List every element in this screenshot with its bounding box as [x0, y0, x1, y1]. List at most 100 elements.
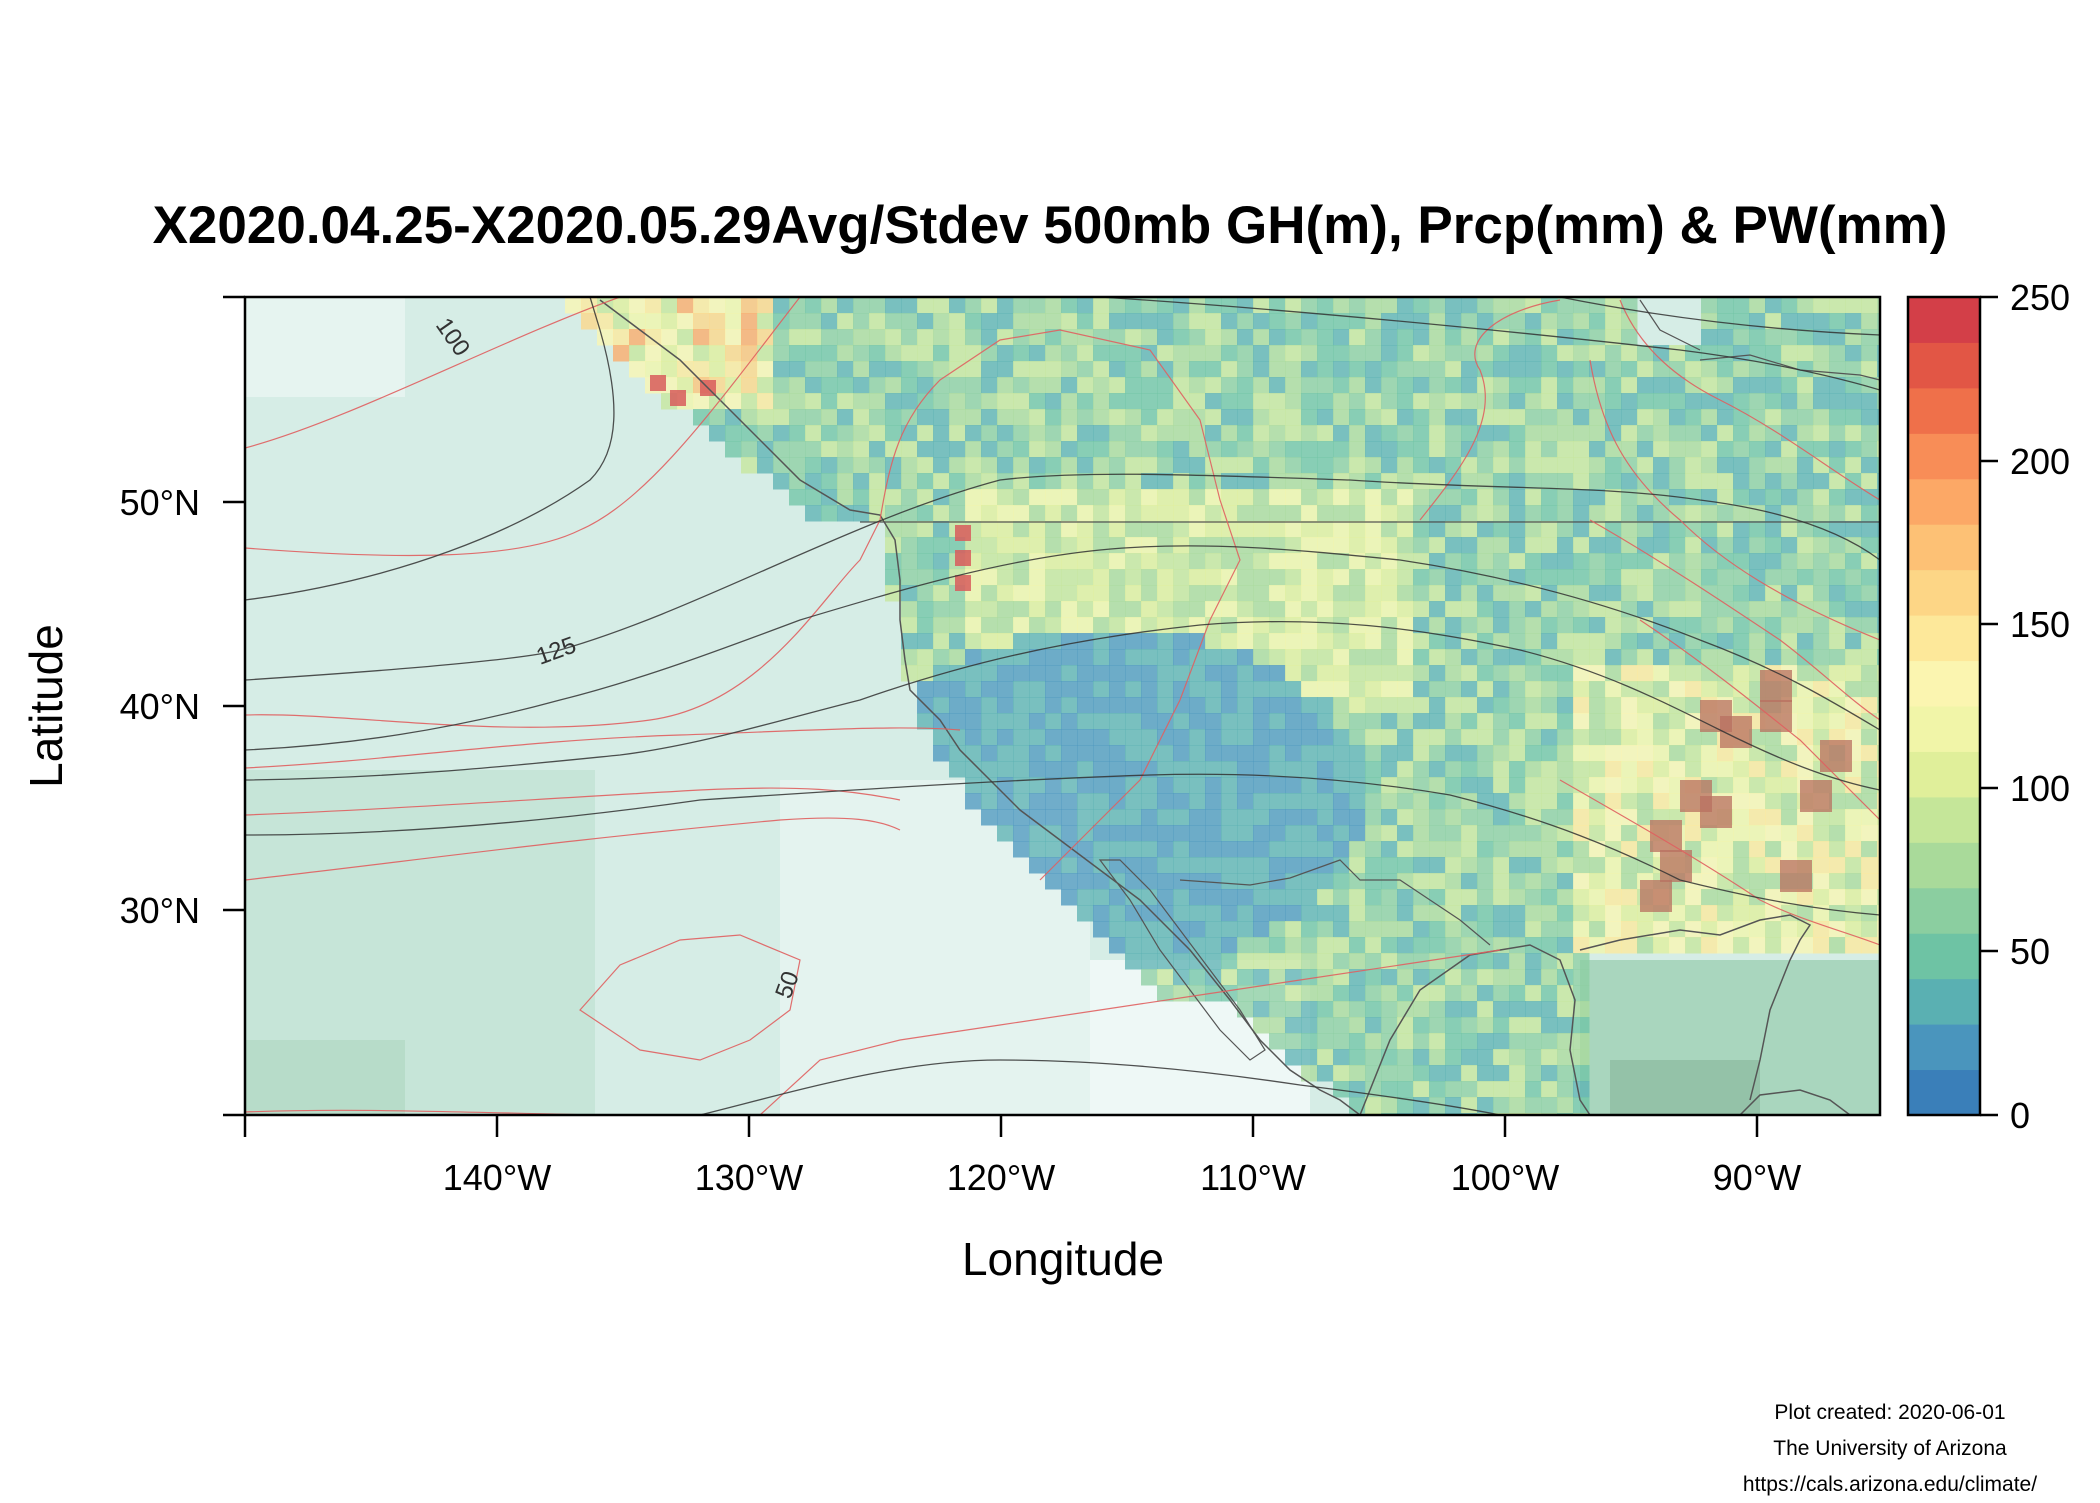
precip-cell	[1685, 457, 1702, 474]
precip-cell	[1365, 809, 1382, 826]
precip-cell	[965, 377, 982, 394]
precip-cell	[1413, 921, 1430, 938]
precip-cell	[1653, 649, 1670, 666]
precip-cell	[1365, 553, 1382, 570]
precip-cell	[1301, 585, 1318, 602]
precip-cell	[1333, 713, 1350, 730]
precip-cell	[1109, 825, 1126, 842]
precip-cell	[1141, 585, 1158, 602]
precip-cell	[1589, 505, 1606, 522]
precip-cell	[1269, 377, 1286, 394]
precip-cell	[1429, 745, 1446, 762]
precip-cell	[997, 777, 1014, 794]
precip-cell	[1125, 329, 1142, 346]
precip-cell	[1461, 601, 1478, 618]
precip-cell	[1781, 889, 1798, 906]
precip-cell	[1109, 777, 1126, 794]
precip-cell	[1205, 729, 1222, 746]
precip-cell	[821, 425, 838, 442]
precip-cell	[773, 393, 790, 410]
precip-cell	[1765, 617, 1782, 634]
precip-cell	[1077, 681, 1094, 698]
precip-cell	[1477, 505, 1494, 522]
precip-cell	[1733, 553, 1750, 570]
precip-cell	[1061, 681, 1078, 698]
precip-cell	[1621, 441, 1638, 458]
precip-cell	[1477, 617, 1494, 634]
precip-cell	[1237, 313, 1254, 330]
precip-cell	[1301, 601, 1318, 618]
precip-cell	[1861, 329, 1878, 346]
precip-cell	[1877, 313, 1880, 330]
precip-cell	[1077, 377, 1094, 394]
precip-cell	[997, 633, 1014, 650]
precip-cell	[1509, 361, 1526, 378]
precip-cell	[1221, 345, 1238, 362]
precip-cell	[1029, 377, 1046, 394]
precip-cell	[1189, 521, 1206, 538]
precip-cell	[1557, 809, 1574, 826]
precip-cell	[1365, 1033, 1382, 1050]
precip-cell	[1317, 329, 1334, 346]
precip-cell	[1157, 441, 1174, 458]
precip-cell	[1749, 297, 1766, 314]
precip-cell	[1189, 745, 1206, 762]
precip-cell	[1317, 1033, 1334, 1050]
precip-cell	[1109, 345, 1126, 362]
precip-cell	[645, 297, 662, 314]
precip-cell	[1493, 681, 1510, 698]
precip-cell	[1061, 345, 1078, 362]
precip-cell	[1829, 873, 1846, 890]
precip-cell	[1141, 537, 1158, 554]
precip-cell	[1285, 969, 1302, 986]
precip-cell	[917, 377, 934, 394]
precip-cell	[1221, 761, 1238, 778]
precip-cell	[869, 329, 886, 346]
precip-cell	[837, 409, 854, 426]
precip-cell	[853, 409, 870, 426]
precip-cell	[1381, 969, 1398, 986]
precip-cell	[1093, 329, 1110, 346]
precip-cell	[1557, 873, 1574, 890]
precip-cell	[1269, 953, 1286, 970]
precip-cell	[853, 425, 870, 442]
precip-cell	[645, 345, 662, 362]
precip-cell	[1221, 697, 1238, 714]
precip-cell	[917, 521, 934, 538]
precip-cell	[1349, 297, 1366, 314]
precip-cell	[1429, 793, 1446, 810]
precip-cell	[1557, 905, 1574, 922]
precip-cell	[949, 441, 966, 458]
precip-cell	[1365, 889, 1382, 906]
precip-cell	[1477, 953, 1494, 970]
precip-cell	[1317, 393, 1334, 410]
precip-cell	[1605, 569, 1622, 586]
precip-cell	[997, 553, 1014, 570]
precip-cell	[1509, 601, 1526, 618]
precip-cell	[757, 377, 774, 394]
precip-cell	[1093, 809, 1110, 826]
precip-cell	[1573, 1081, 1590, 1098]
precip-cell	[1461, 537, 1478, 554]
precip-cell	[1205, 489, 1222, 506]
precip-cell	[1205, 585, 1222, 602]
precip-cell	[901, 377, 918, 394]
x-tick-label: 90°W	[1713, 1157, 1801, 1198]
precip-cell	[1685, 921, 1702, 938]
precip-cell	[1845, 329, 1862, 346]
precip-cell	[1541, 697, 1558, 714]
precip-cell	[1621, 409, 1638, 426]
precip-cell	[1413, 809, 1430, 826]
precip-cell	[1749, 633, 1766, 650]
precip-cell	[1205, 825, 1222, 842]
precip-cell	[1349, 1097, 1366, 1114]
precip-cell	[1685, 745, 1702, 762]
precip-cell	[1861, 921, 1878, 938]
precip-cell	[1381, 905, 1398, 922]
precip-cell	[885, 537, 902, 554]
precip-cell	[1493, 825, 1510, 842]
precip-cell	[1381, 585, 1398, 602]
precip-cell	[1269, 857, 1286, 874]
precip-cell	[997, 697, 1014, 714]
precip-cell	[1845, 809, 1862, 826]
